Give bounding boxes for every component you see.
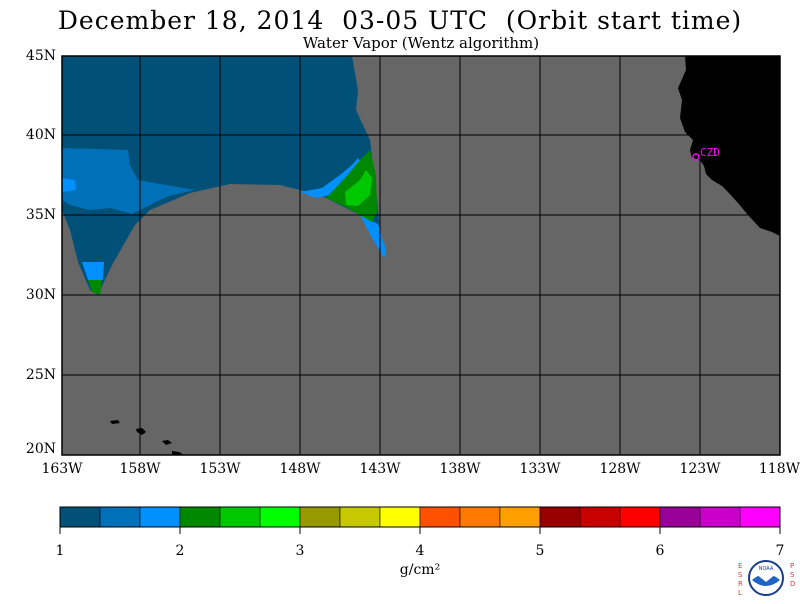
- logo-left-letter-1: E: [738, 562, 742, 570]
- colorbar-swatch-13: [539, 506, 581, 528]
- colorbar-label-6: 6: [655, 543, 665, 559]
- noaa-emblem-text: NOAA: [759, 566, 774, 572]
- swath-light-green: [345, 170, 372, 206]
- lon-label-138w: 138W: [439, 461, 481, 477]
- colorbar: [59, 506, 781, 528]
- swath-dark-blue: [62, 56, 382, 295]
- lat-label-35n: 35N: [25, 207, 56, 223]
- lon-label-143w: 143W: [359, 461, 401, 477]
- colorbar-swatch-11: [459, 506, 501, 528]
- colorbar-swatch-9: [379, 506, 421, 528]
- colorbar-swatch-5: [219, 506, 261, 528]
- lon-label-153w: 153W: [199, 461, 241, 477]
- lon-label-123w: 123W: [679, 461, 721, 477]
- czd-station-marker: [692, 153, 700, 161]
- map-title: December 18, 2014 03-05 UTC (Orbit start…: [57, 6, 743, 35]
- colorbar-swatch-7: [299, 506, 341, 528]
- colorbar-swatch-14: [579, 506, 621, 528]
- lon-label-163w: 163W: [41, 461, 83, 477]
- swath-mid-blue: [62, 148, 195, 214]
- colorbar-swatch-6: [259, 506, 301, 528]
- lat-label-25n: 25N: [25, 367, 56, 383]
- colorbar-swatch-8: [339, 506, 381, 528]
- lon-label-133w: 133W: [519, 461, 561, 477]
- lat-label-45n: 45N: [25, 48, 56, 64]
- colorbar-swatch-2: [99, 506, 141, 528]
- map-frame: [61, 55, 781, 456]
- lat-label-20n: 20N: [25, 441, 56, 457]
- lon-label-148w: 148W: [279, 461, 321, 477]
- colorbar-ticks: [59, 527, 781, 534]
- colorbar-label-7: 7: [775, 543, 785, 559]
- logo-right-letter-2: S: [790, 571, 795, 579]
- lon-label-128w: 128W: [599, 461, 641, 477]
- czd-station-label: CZD: [700, 146, 720, 159]
- colorbar-swatch-17: [699, 506, 741, 528]
- logo-left-letter-3: R: [738, 580, 743, 588]
- colorbar-swatch-4: [179, 506, 221, 528]
- lat-label-40n: 40N: [25, 127, 56, 143]
- colorbar-label-4: 4: [415, 543, 425, 559]
- colorbar-swatch-15: [619, 506, 661, 528]
- map-subtitle: Water Vapor (Wentz algorithm): [302, 34, 540, 52]
- colorbar-swatch-1: [59, 506, 101, 528]
- lon-label-158w: 158W: [119, 461, 161, 477]
- colorbar-swatch-3: [139, 506, 181, 528]
- colorbar-label-3: 3: [295, 543, 305, 559]
- california-land: [678, 56, 780, 236]
- colorbar-label-2: 2: [175, 543, 185, 559]
- logo-left-letter-2: S: [738, 571, 743, 579]
- colorbar-swatch-12: [499, 506, 541, 528]
- colorbar-swatch-18: [739, 506, 781, 528]
- colorbar-swatch-10: [419, 506, 461, 528]
- noaa-emblem-bird: [756, 569, 776, 582]
- colorbar-label-5: 5: [535, 543, 545, 559]
- colorbar-unit: g/cm²: [399, 562, 441, 578]
- graticule: [62, 56, 780, 455]
- logo-left-letter-4: L: [738, 589, 742, 597]
- logo-right-letter-1: P: [790, 562, 794, 570]
- colorbar-swatch-16: [659, 506, 701, 528]
- lon-label-118w: 118W: [758, 461, 800, 477]
- logo-right-letter-3: D: [790, 580, 795, 588]
- colorbar-label-1: 1: [55, 543, 65, 559]
- lat-label-30n: 30N: [25, 287, 56, 303]
